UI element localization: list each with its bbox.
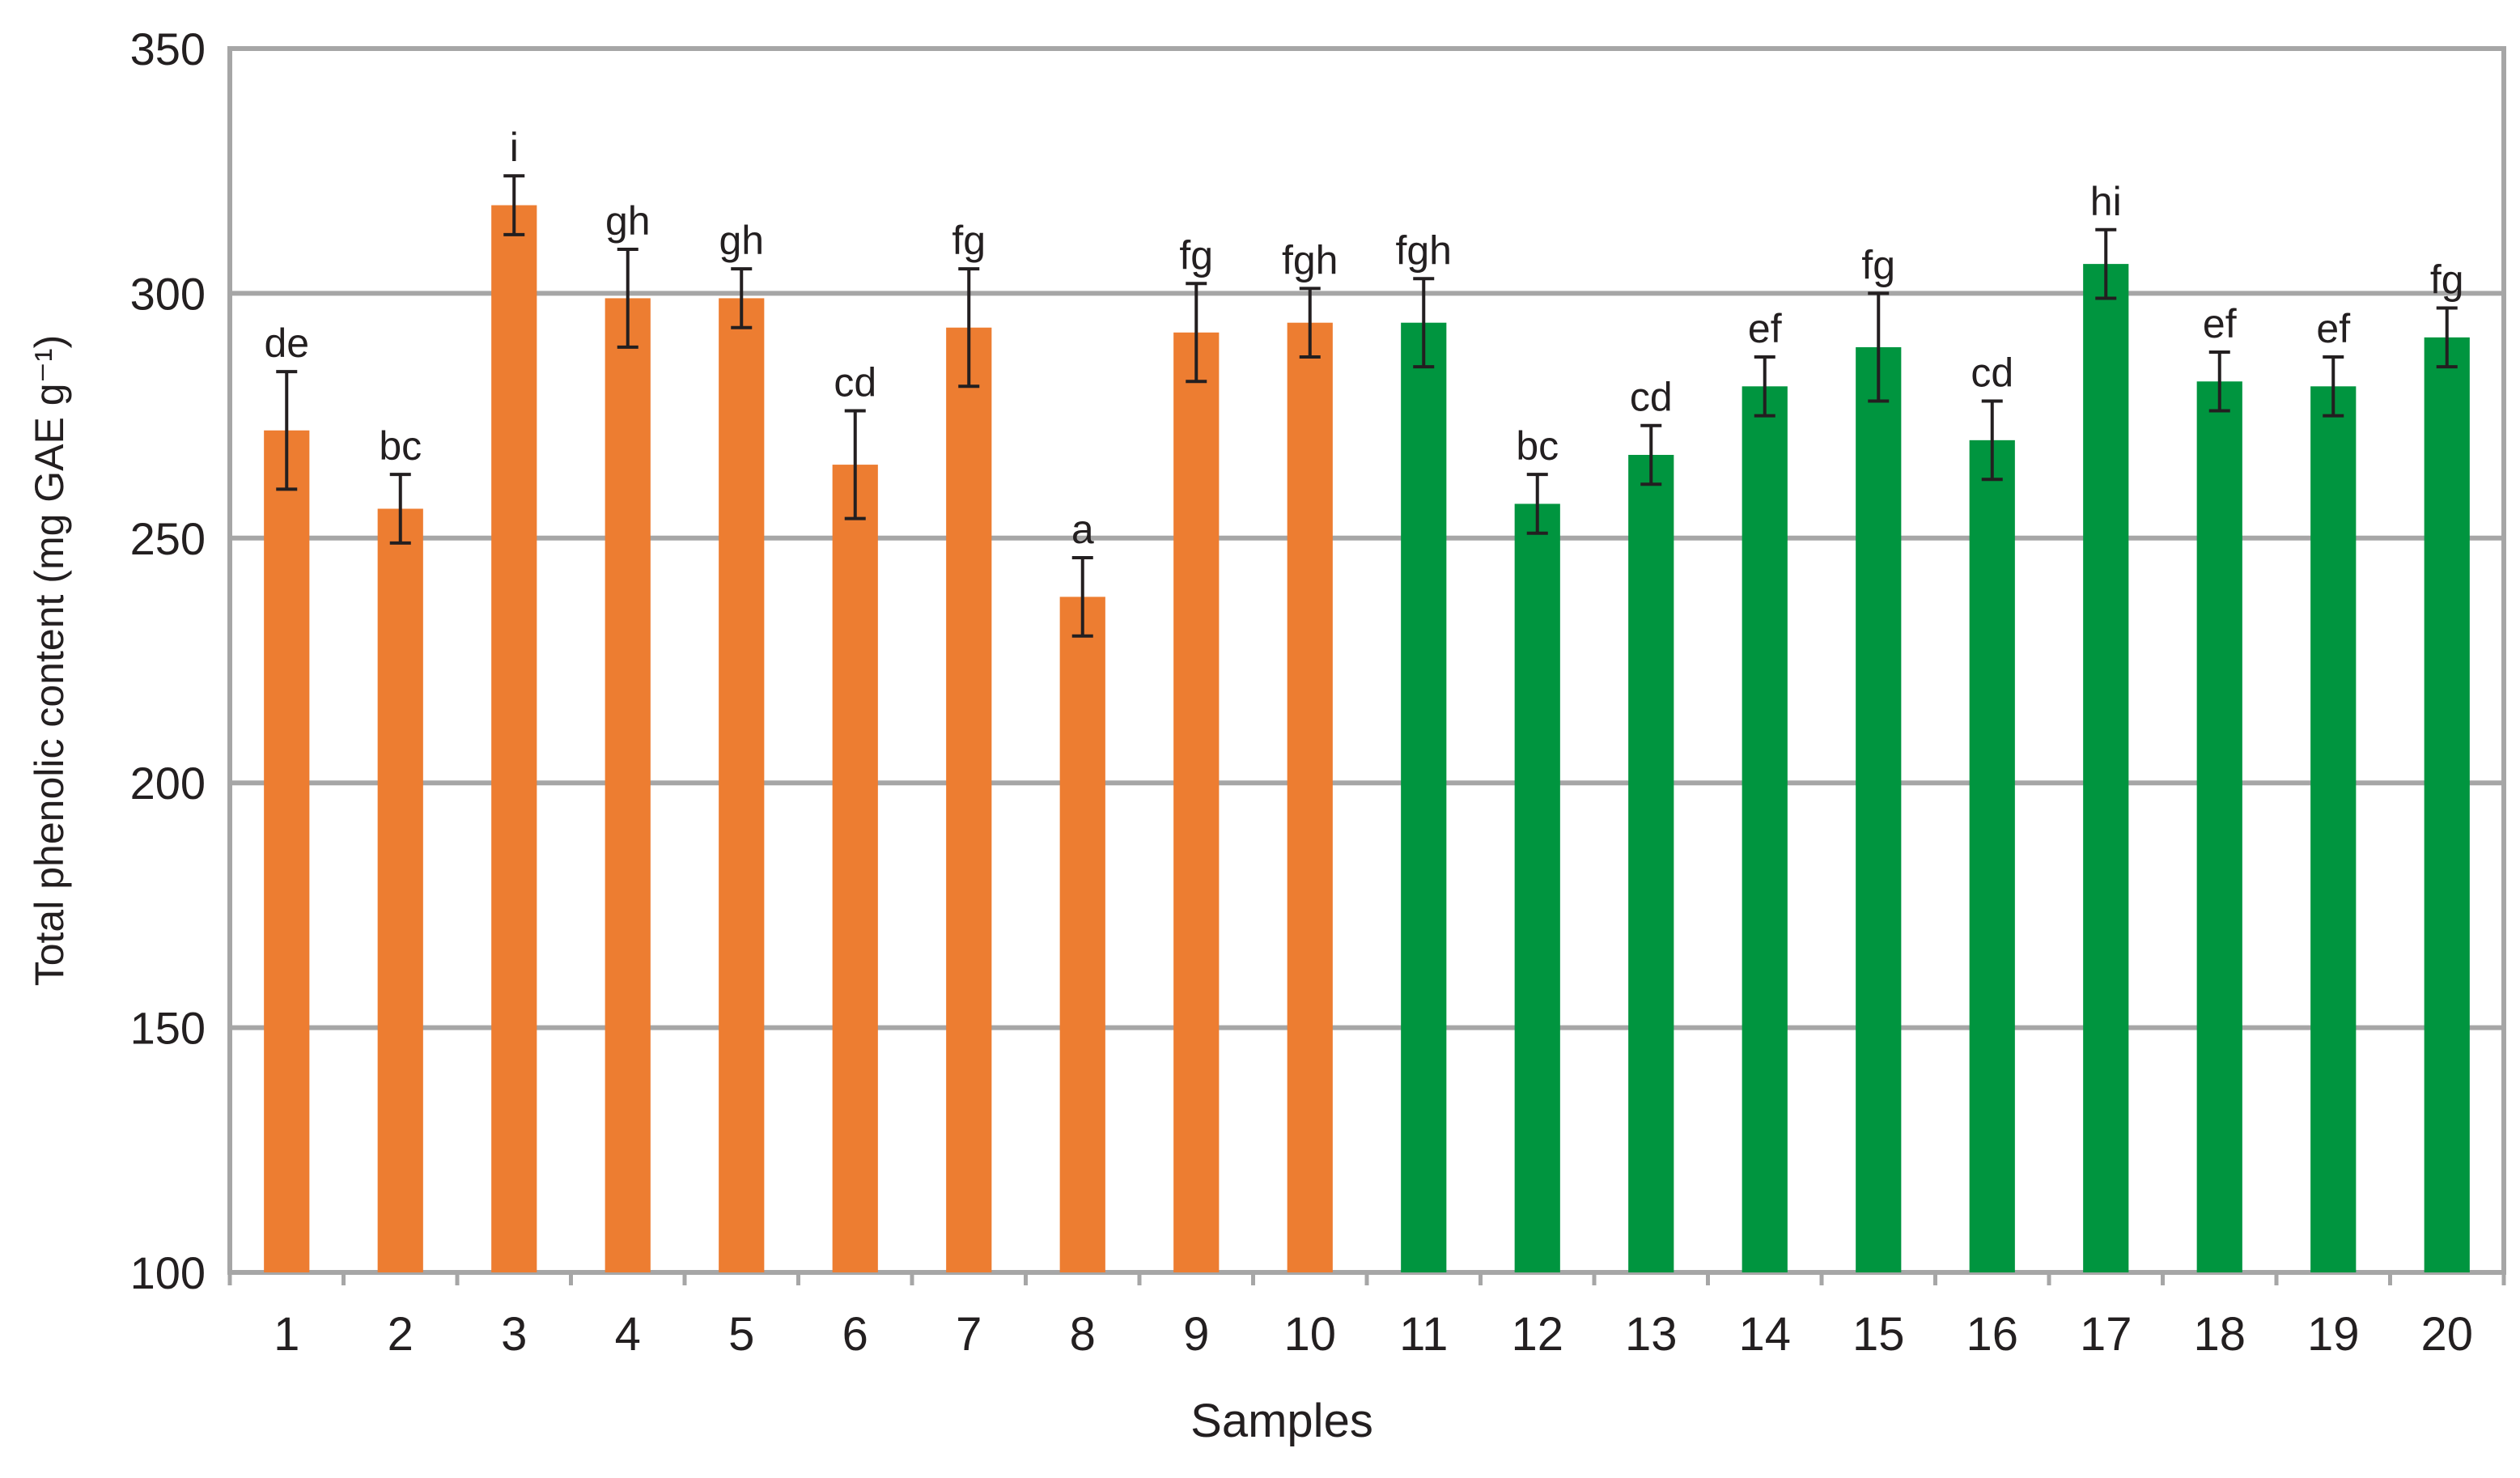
bar-sample-11 [1401,322,1447,1272]
x-tick-label: 16 [1966,1308,2018,1361]
bar-sample-10 [1287,322,1333,1272]
error-bar-sample-10 [1299,287,1321,359]
significance-label: fg [2430,257,2464,303]
error-bar-sample-12 [1526,473,1548,535]
significance-label: bc [379,423,422,469]
error-bar-sample-3 [503,174,525,236]
error-bar-sample-15 [1868,291,1890,403]
bar-sample-8 [1059,597,1105,1272]
x-tick-label: 2 [388,1308,414,1361]
significance-label: fg [1179,232,1213,278]
bar-sample-7 [946,327,992,1273]
significance-label: cd [1971,350,2013,395]
error-bar-sample-19 [2323,355,2344,418]
error-bar-sample-17 [2095,227,2117,300]
x-tick-label: 14 [1738,1308,1791,1361]
bar-sample-15 [1856,346,1902,1273]
x-tick-label: 18 [2193,1308,2246,1361]
bar-sample-13 [1628,454,1674,1272]
error-bar-sample-5 [731,267,753,329]
x-tick-label: 5 [728,1308,754,1361]
significance-label: a [1071,507,1094,552]
error-bar-sample-20 [2436,306,2458,369]
x-tick-label: 15 [1852,1308,1905,1361]
significance-label: de [264,321,309,366]
bar-sample-18 [2196,381,2242,1272]
bar-sample-2 [377,508,423,1272]
significance-label: gh [605,198,651,244]
bar-sample-3 [491,205,537,1272]
error-bar-sample-14 [1754,355,1775,418]
significance-label: ef [2203,301,2237,346]
significance-labels: de bc i gh gh cd fg a fg fgh fgh bc cd ef fg cd hi ef ef fg [264,125,2463,552]
x-tick-label: 17 [2080,1308,2132,1361]
significance-label: cd [1630,375,1673,420]
x-axis-label: Samples [1190,1395,1373,1447]
bar-sample-5 [719,298,765,1272]
error-bar-sample-2 [389,473,411,545]
significance-label: ef [2316,306,2350,351]
x-tick-label: 4 [615,1308,641,1361]
y-tick-label: 200 [130,758,206,809]
y-tick-label: 300 [130,268,206,319]
error-bar-sample-4 [617,247,638,349]
gridlines [230,291,2504,1030]
bar-sample-19 [2310,386,2357,1272]
significance-label: cd [834,360,876,406]
x-tick-label: 6 [842,1308,868,1361]
y-tick-label: 150 [130,1003,206,1054]
bar-sample-14 [1742,386,1788,1272]
y-axis: 100 150 200 250 300 350 [130,23,206,1298]
x-tick-label: 11 [1399,1308,1448,1361]
significance-label: ef [1748,306,1782,351]
plot-area-frame [227,46,2506,1275]
bar-sample-17 [2083,264,2129,1272]
significance-label: bc [1516,423,1559,469]
bar-sample-12 [1514,503,1560,1272]
bar-sample-4 [605,298,651,1272]
error-bar-sample-11 [1413,277,1435,369]
significance-label: fgh [1395,227,1452,273]
bar-sample-6 [832,465,878,1272]
x-axis: 1 2 3 4 5 6 7 8 9 10 11 12 13 14 15 16 17 18 19 20 [227,1272,2506,1361]
error-bar-sample-13 [1640,423,1662,486]
y-tick-label: 250 [130,513,206,564]
significance-label: fg [952,218,986,263]
x-tick-label: 3 [501,1308,527,1361]
significance-label: fgh [1282,237,1338,282]
significance-label: i [510,125,519,170]
significance-label: fg [1861,242,1895,287]
error-bar-sample-16 [1981,399,2003,482]
significance-label: gh [719,218,764,263]
error-bar-sample-1 [276,370,298,491]
error-bar-sample-7 [958,267,980,389]
y-tick-label: 350 [130,23,206,74]
bar-sample-1 [264,430,310,1272]
x-tick-label: 20 [2420,1308,2473,1361]
error-bar-sample-8 [1071,555,1093,638]
significance-label: hi [2090,179,2122,224]
error-bar-sample-18 [2208,350,2230,413]
error-bars [276,174,2458,638]
x-tick-label: 10 [1283,1308,1336,1361]
x-tick-label: 8 [1070,1308,1096,1361]
error-bar-sample-9 [1186,282,1207,384]
x-tick-label: 12 [1511,1308,1563,1361]
y-tick-label: 100 [130,1247,206,1298]
x-tick-label: 13 [1625,1308,1678,1361]
x-tick-label: 19 [2307,1308,2360,1361]
x-tick-label: 1 [274,1308,299,1361]
x-tick-label: 7 [956,1308,982,1361]
bar-sample-16 [1969,440,2015,1272]
error-bar-sample-6 [844,409,866,520]
bar-sample-9 [1173,332,1220,1273]
x-tick-label: 9 [1183,1308,1209,1361]
bars [264,205,2470,1273]
y-axis-label: Total phenolic content (mg GAE g⁻¹) [27,335,72,987]
bar-sample-20 [2424,337,2470,1272]
